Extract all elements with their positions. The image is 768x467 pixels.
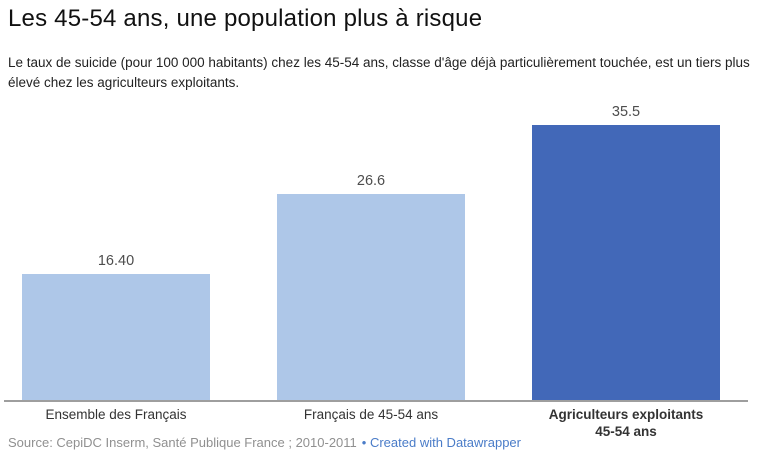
x-axis-line xyxy=(4,400,748,402)
bar-value-label: 35.5 xyxy=(611,104,641,120)
bar-chart: 16.40 26.6 35.5 Ensemble des Français Fr… xyxy=(0,100,768,467)
category-label-agriculteurs: Agriculteurs exploitants 45-54 ans xyxy=(532,406,720,440)
bar-group-agriculteurs: 35.5 xyxy=(532,100,720,401)
bar-value-label: 16.40 xyxy=(97,253,135,269)
bar-francais-45-54 xyxy=(277,194,465,401)
source-line: Source: CepiDC Inserm, Santé Publique Fr… xyxy=(8,435,521,450)
category-label-francais-45-54: Français de 45-54 ans xyxy=(303,407,439,422)
source-text: Source: CepiDC Inserm, Santé Publique Fr… xyxy=(8,435,357,450)
chart-title: Les 45-54 ans, une population plus à ris… xyxy=(8,5,483,32)
bar-group-ensemble-des-francais: 16.40 xyxy=(22,100,210,401)
datawrapper-link[interactable]: • Created with Datawrapper xyxy=(361,435,521,450)
chart-description: Le taux de suicide (pour 100 000 habitan… xyxy=(8,55,750,90)
category-label-text: Agriculteurs exploitants 45-54 ans xyxy=(548,407,704,439)
bar-ensemble-des-francais xyxy=(22,274,210,401)
bar-agriculteurs-exploitants xyxy=(532,125,720,401)
bar-group-francais-45-54: 26.6 xyxy=(277,100,465,401)
category-label-ensemble-des-francais: Ensemble des Français xyxy=(45,407,187,422)
bar-value-label: 26.6 xyxy=(356,173,386,189)
